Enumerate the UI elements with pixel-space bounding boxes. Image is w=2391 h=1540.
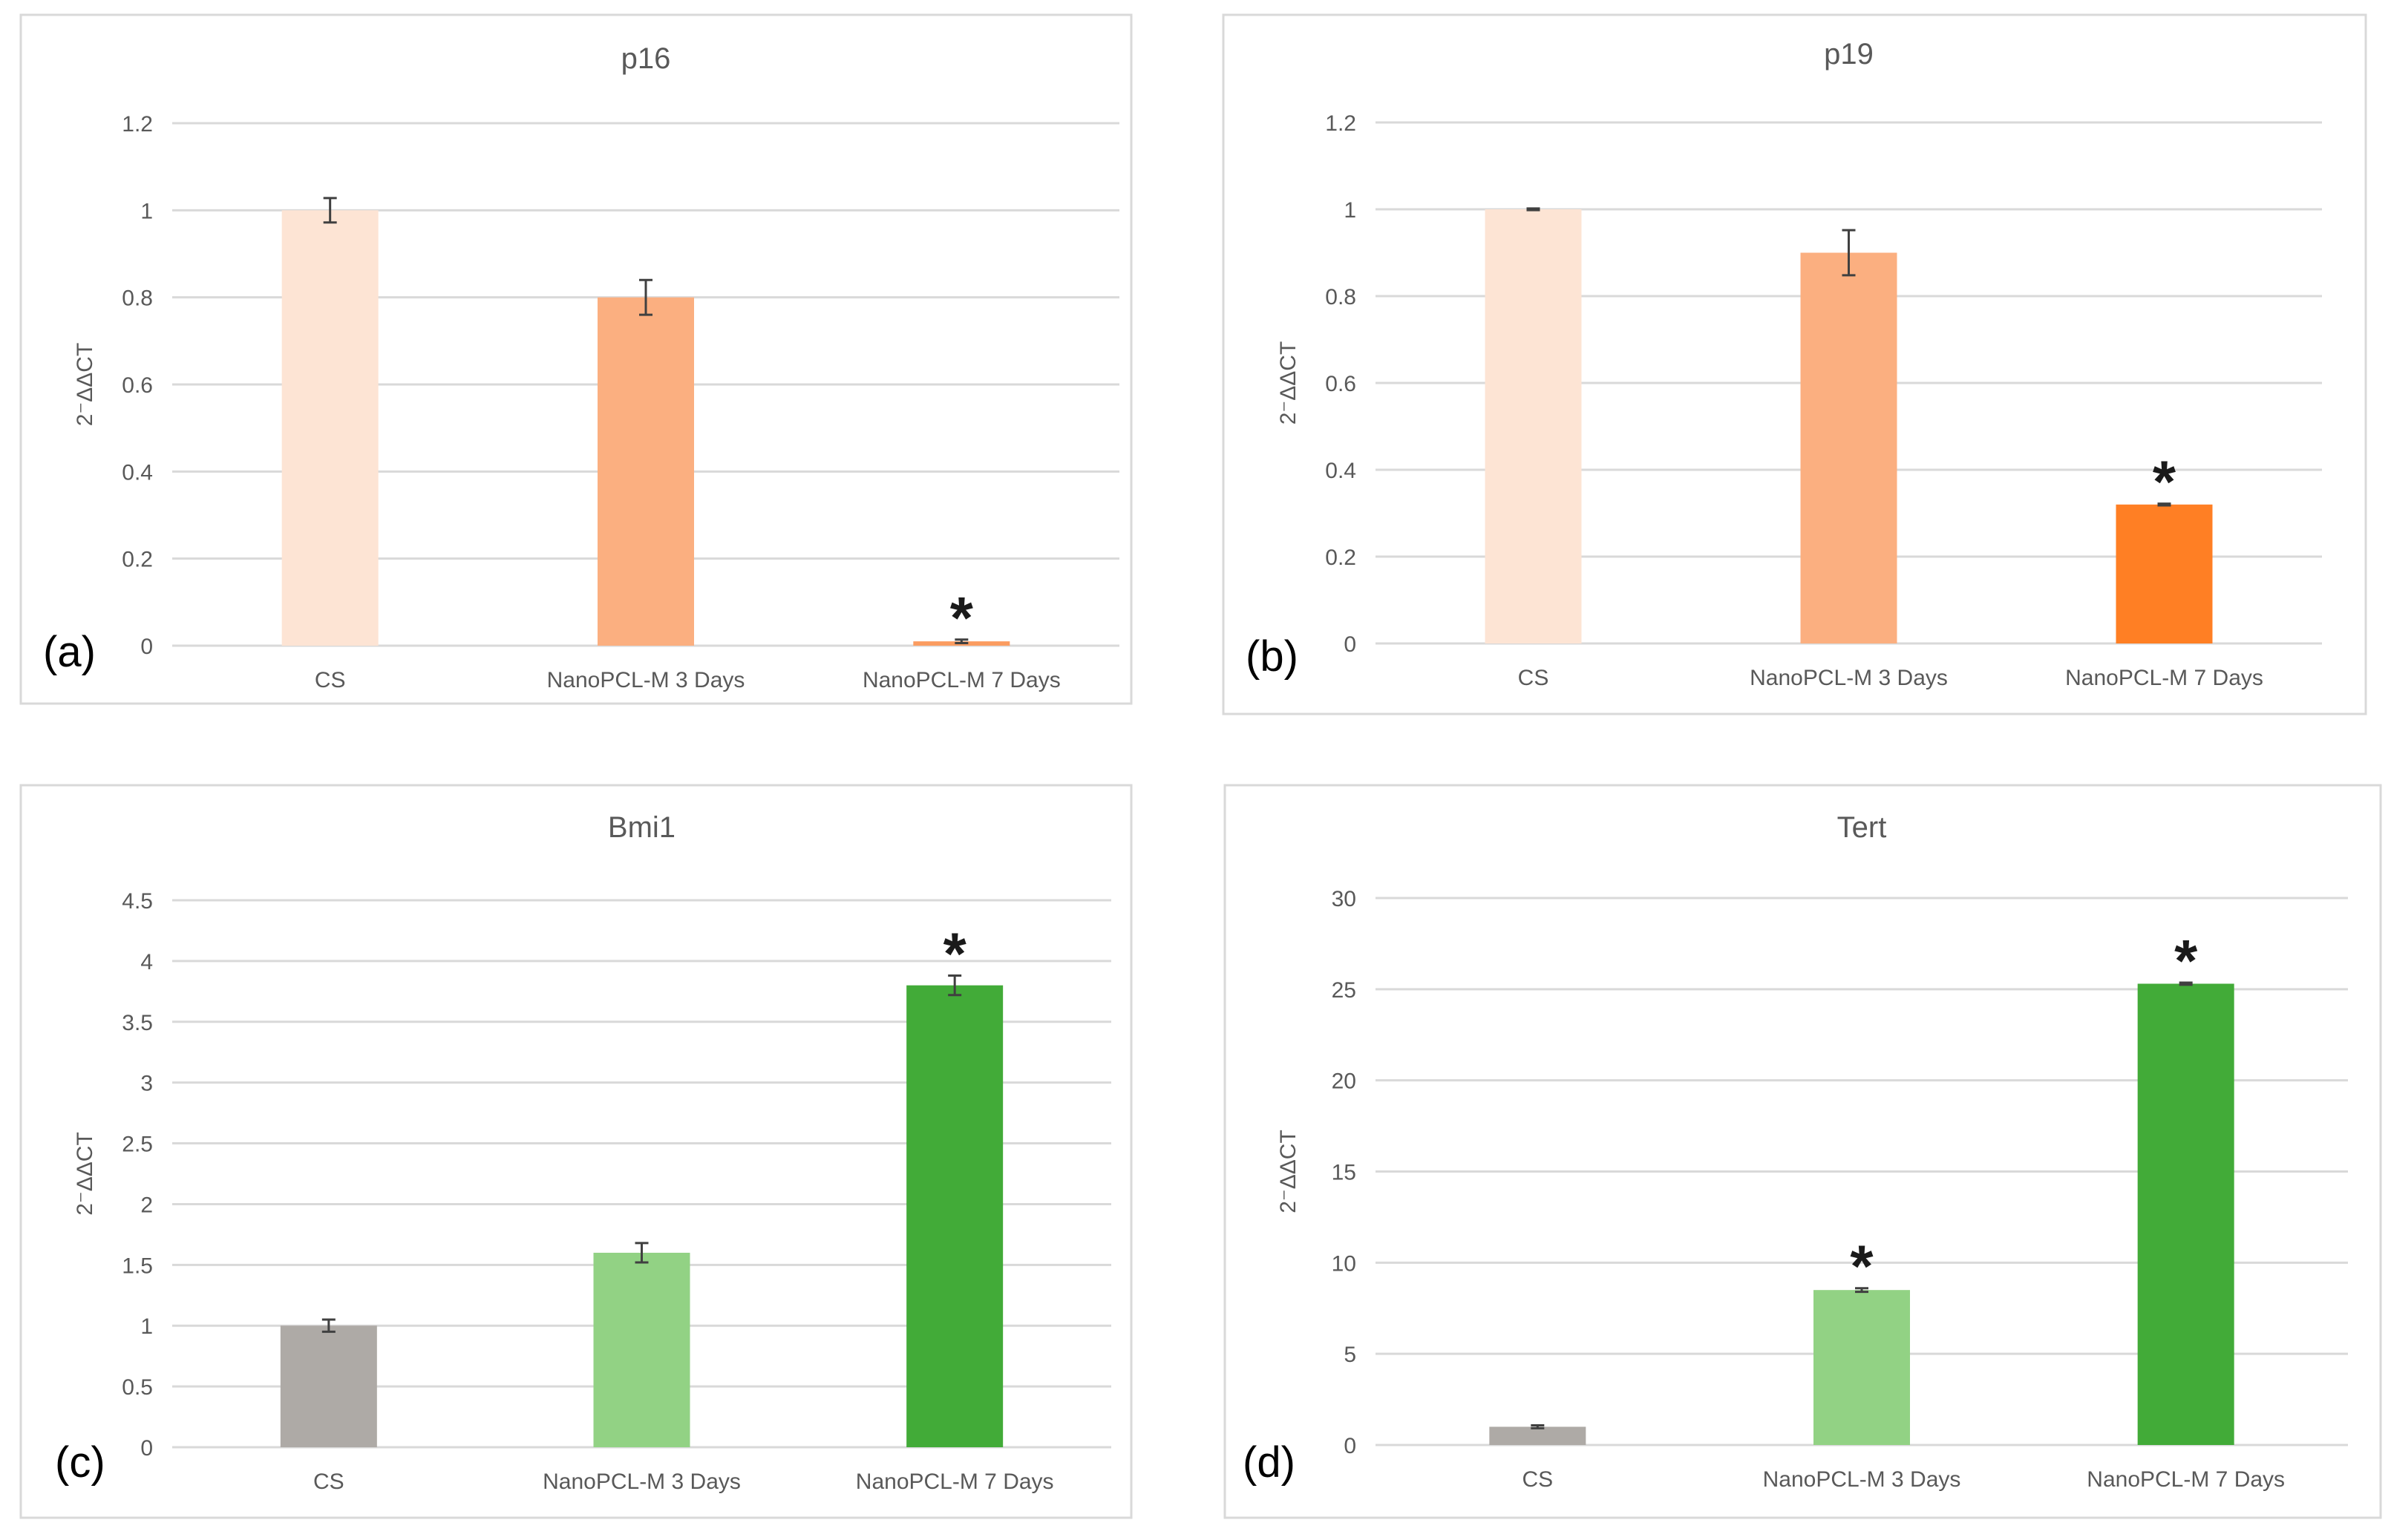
x-category-label: NanoPCL-M 7 Days [856, 1469, 1054, 1494]
x-category-label: CS [1522, 1467, 1553, 1492]
x-category-label: NanoPCL-M 3 Days [1750, 666, 1948, 690]
y-tick-label: 3 [140, 1072, 153, 1096]
bar [2137, 983, 2234, 1445]
x-category-label: NanoPCL-M 7 Days [2065, 666, 2263, 690]
y-tick-label: 20 [1332, 1069, 1356, 1094]
significance-marker: * [943, 921, 967, 987]
significance-marker: * [2153, 449, 2176, 515]
bar [906, 985, 1004, 1447]
y-tick-label: 1 [140, 199, 153, 223]
y-tick-label: 0.4 [1325, 459, 1356, 483]
significance-marker: * [1850, 1233, 1874, 1300]
x-category-label: NanoPCL-M 3 Days [1763, 1467, 1961, 1492]
y-tick-label: 0.5 [122, 1375, 153, 1400]
chart-title: Bmi1 [608, 811, 676, 844]
x-category-label: NanoPCL-M 7 Days [863, 668, 1061, 692]
chart-panel-1: p16 0 0.2 0.4 0.6 0.8 1 1.2 2⁻ΔΔCT CS NanoPCL-M 3 … [19, 13, 1133, 705]
y-tick-label: 15 [1332, 1161, 1356, 1185]
x-category-label: CS [315, 668, 346, 692]
y-tick-label: 0 [140, 635, 153, 659]
x-category-label: NanoPCL-M 3 Days [543, 1469, 741, 1494]
y-tick-label: 2 [140, 1193, 153, 1217]
y-tick-label: 25 [1332, 978, 1356, 1003]
chart-title: p19 [1824, 38, 1874, 71]
y-tick-label: 1.2 [1325, 111, 1356, 136]
bar [1813, 1290, 1910, 1445]
x-category-label: CS [313, 1469, 344, 1494]
y-tick-label: 1.5 [122, 1254, 153, 1278]
bar [280, 1326, 377, 1447]
significance-marker: * [2174, 928, 2198, 994]
y-tick-label: 1 [140, 1314, 153, 1339]
x-category-label: NanoPCL-M 7 Days [2087, 1467, 2285, 1492]
chart-panel-4: Tert 0 5 10 15 20 25 30 2⁻ΔΔCT CS * NanoPCL-M 3 Day… [1223, 784, 2382, 1519]
y-tick-label: 3.5 [122, 1011, 153, 1035]
y-tick-label: 0.8 [122, 286, 153, 311]
y-tick-label: 2.5 [122, 1133, 153, 1157]
x-category-label: NanoPCL-M 3 Days [547, 668, 745, 692]
y-tick-label: 0 [1344, 632, 1356, 657]
y-tick-label: 5 [1344, 1343, 1356, 1367]
y-tick-label: 0.8 [1325, 285, 1356, 309]
y-axis-label: 2⁻ΔΔCT [1276, 1130, 1301, 1213]
bar [1485, 209, 1582, 643]
panel-label: (c) [55, 1438, 105, 1487]
panel-border [19, 13, 1133, 705]
panel-label: (a) [43, 628, 96, 676]
bar [1800, 252, 1897, 643]
bar [281, 210, 379, 646]
panel-label: (d) [1243, 1438, 1295, 1487]
y-tick-label: 0.4 [122, 460, 153, 485]
bar [598, 297, 694, 646]
bar [1489, 1426, 1586, 1445]
y-tick-label: 10 [1332, 1251, 1356, 1276]
y-axis-label: 2⁻ΔΔCT [73, 343, 97, 427]
chart-panel-2: p19 0 0.2 0.4 0.6 0.8 1 1.2 2⁻ΔΔCT CS NanoPCL-M 3 … [1222, 13, 2367, 715]
chart-title: Tert [1837, 811, 1887, 844]
y-tick-label: 0 [140, 1436, 153, 1461]
bar [593, 1252, 690, 1447]
significance-marker: * [950, 585, 974, 651]
y-tick-label: 0.6 [1325, 372, 1356, 396]
y-tick-label: 4.5 [122, 889, 153, 914]
y-tick-label: 4 [140, 950, 153, 974]
chart-panel-3: Bmi1 0 0.5 1 1.5 2 2.5 3 3.5 4 4.5 2⁻ΔΔCT CS NanoPCL-… [19, 784, 1133, 1519]
bar [2116, 504, 2213, 643]
y-tick-label: 0.2 [1325, 545, 1356, 570]
y-tick-label: 1 [1344, 198, 1356, 223]
y-tick-label: 0.2 [122, 548, 153, 572]
y-axis-label: 2⁻ΔΔCT [73, 1132, 97, 1216]
chart-title: p16 [621, 42, 671, 75]
y-axis-label: 2⁻ΔΔCT [1276, 341, 1301, 425]
panel-label: (b) [1246, 632, 1298, 681]
y-tick-label: 0 [1344, 1434, 1356, 1458]
x-category-label: CS [1518, 666, 1549, 690]
y-tick-label: 1.2 [122, 112, 153, 137]
y-tick-label: 0.6 [122, 373, 153, 398]
y-tick-label: 30 [1332, 887, 1356, 911]
